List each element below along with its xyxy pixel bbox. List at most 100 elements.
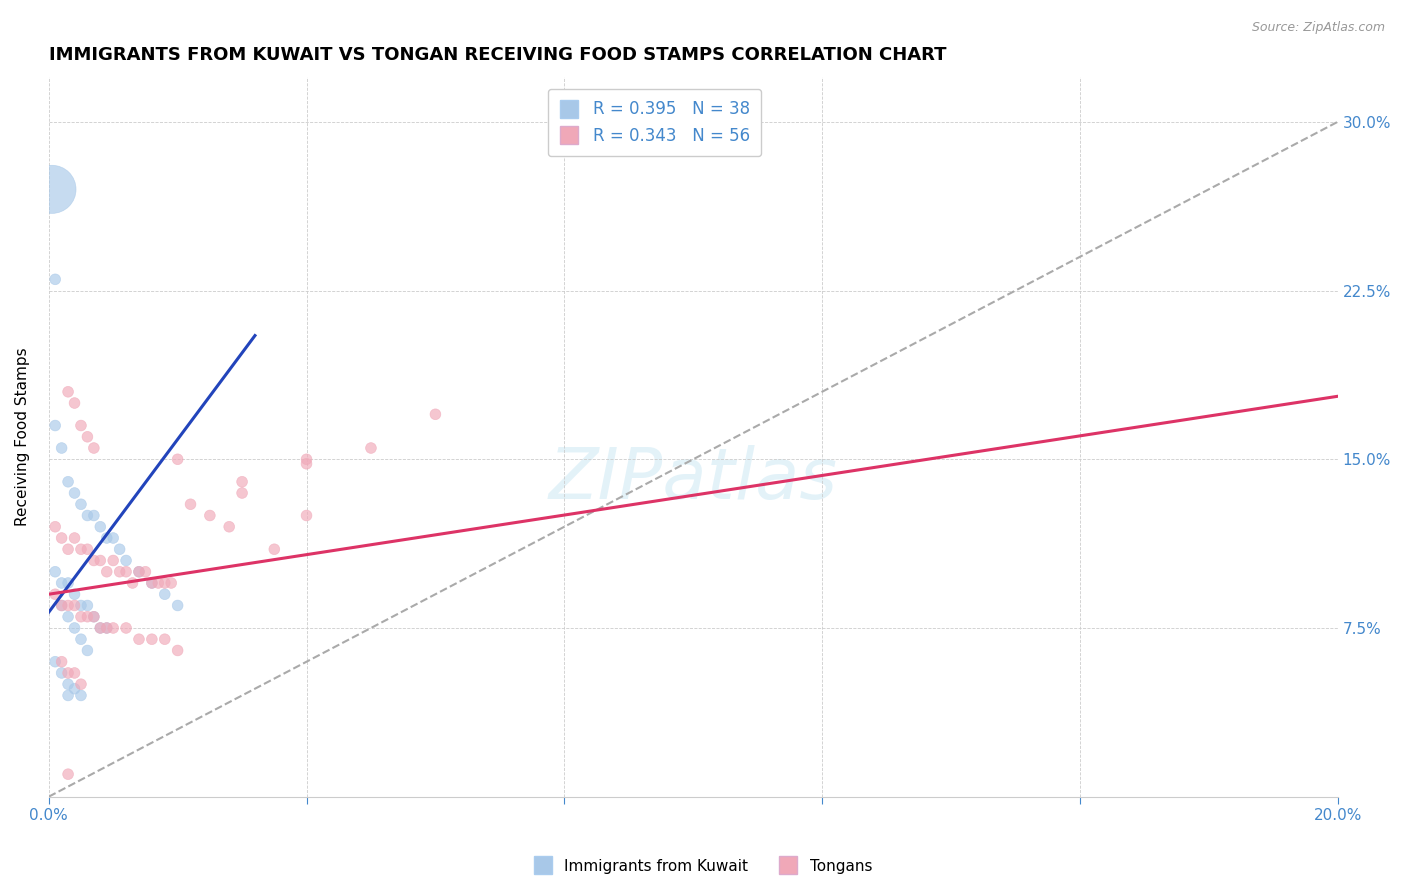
Point — [103, 531, 125, 545]
Point — [96, 531, 118, 545]
Point — [263, 542, 285, 557]
Point — [76, 430, 98, 444]
Point — [44, 520, 66, 534]
Point — [63, 587, 86, 601]
Point — [83, 508, 105, 523]
Point — [56, 475, 79, 489]
Point — [44, 587, 66, 601]
Point — [83, 609, 105, 624]
Text: IMMIGRANTS FROM KUWAIT VS TONGAN RECEIVING FOOD STAMPS CORRELATION CHART: IMMIGRANTS FROM KUWAIT VS TONGAN RECEIVI… — [49, 46, 946, 64]
Point — [83, 553, 105, 567]
Point — [166, 643, 188, 657]
Point — [70, 677, 93, 691]
Point — [51, 599, 73, 613]
Point — [63, 599, 86, 613]
Point — [44, 655, 66, 669]
Point — [96, 621, 118, 635]
Point — [44, 565, 66, 579]
Point — [70, 497, 93, 511]
Point — [148, 576, 170, 591]
Point — [89, 621, 111, 635]
Point — [83, 441, 105, 455]
Point — [63, 486, 86, 500]
Point — [198, 508, 221, 523]
Point — [166, 599, 188, 613]
Point — [56, 542, 79, 557]
Point — [56, 384, 79, 399]
Point — [128, 565, 150, 579]
Point — [76, 508, 98, 523]
Point — [70, 599, 93, 613]
Point — [63, 621, 86, 635]
Point — [51, 655, 73, 669]
Point — [56, 599, 79, 613]
Point — [51, 599, 73, 613]
Point — [51, 531, 73, 545]
Point — [83, 609, 105, 624]
Point — [128, 565, 150, 579]
Point — [103, 621, 125, 635]
Point — [425, 407, 447, 421]
Point — [218, 520, 240, 534]
Point — [96, 565, 118, 579]
Point — [141, 576, 163, 591]
Point — [41, 182, 63, 196]
Point — [166, 452, 188, 467]
Text: ZIPatlas: ZIPatlas — [548, 445, 838, 515]
Y-axis label: Receiving Food Stamps: Receiving Food Stamps — [15, 348, 30, 526]
Point — [70, 632, 93, 647]
Point — [295, 452, 318, 467]
Point — [89, 520, 111, 534]
Point — [128, 632, 150, 647]
Point — [76, 609, 98, 624]
Point — [56, 677, 79, 691]
Point — [56, 767, 79, 781]
Point — [134, 565, 156, 579]
Point — [56, 576, 79, 591]
Point — [231, 475, 253, 489]
Point — [115, 553, 138, 567]
Point — [63, 665, 86, 680]
Point — [51, 576, 73, 591]
Point — [115, 621, 138, 635]
Text: Source: ZipAtlas.com: Source: ZipAtlas.com — [1251, 21, 1385, 34]
Point — [295, 508, 318, 523]
Point — [56, 689, 79, 703]
Point — [96, 621, 118, 635]
Point — [89, 553, 111, 567]
Point — [231, 486, 253, 500]
Point — [103, 553, 125, 567]
Point — [63, 396, 86, 410]
Point — [56, 665, 79, 680]
Point — [70, 609, 93, 624]
Point — [44, 272, 66, 286]
Point — [180, 497, 202, 511]
Point — [153, 587, 176, 601]
Point — [295, 457, 318, 471]
Point — [360, 441, 382, 455]
Point — [153, 632, 176, 647]
Point — [44, 418, 66, 433]
Point — [141, 576, 163, 591]
Point — [56, 609, 79, 624]
Point — [160, 576, 183, 591]
Point — [76, 542, 98, 557]
Legend: R = 0.395   N = 38, R = 0.343   N = 56: R = 0.395 N = 38, R = 0.343 N = 56 — [547, 89, 762, 156]
Point — [70, 542, 93, 557]
Point — [108, 565, 131, 579]
Point — [108, 542, 131, 557]
Point — [70, 418, 93, 433]
Point — [63, 531, 86, 545]
Legend: Immigrants from Kuwait, Tongans: Immigrants from Kuwait, Tongans — [527, 853, 879, 880]
Point — [121, 576, 143, 591]
Point — [51, 441, 73, 455]
Point — [115, 565, 138, 579]
Point — [70, 689, 93, 703]
Point — [153, 576, 176, 591]
Point — [51, 665, 73, 680]
Point — [63, 681, 86, 696]
Point — [76, 599, 98, 613]
Point — [141, 632, 163, 647]
Point — [89, 621, 111, 635]
Point — [76, 643, 98, 657]
